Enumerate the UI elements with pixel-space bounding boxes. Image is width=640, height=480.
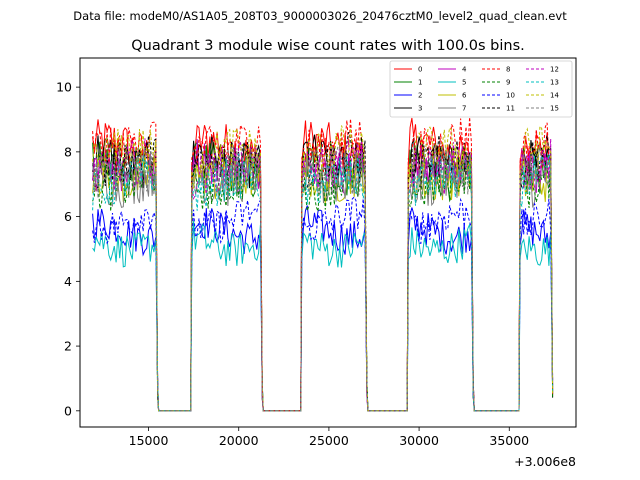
legend-label-5: 5 xyxy=(462,79,466,87)
x-offset-label: +3.006e8 xyxy=(514,454,576,469)
legend-label-12: 12 xyxy=(550,66,559,74)
x-tick-label: 35000 xyxy=(489,433,529,448)
legend-label-7: 7 xyxy=(462,105,466,113)
series-line-13 xyxy=(92,153,554,412)
legend-label-11: 11 xyxy=(506,105,515,113)
y-tick-label: 0 xyxy=(64,403,72,418)
legend-label-6: 6 xyxy=(462,92,467,100)
series-line-10 xyxy=(92,196,554,412)
legend-label-1: 1 xyxy=(418,79,422,87)
legend-label-15: 15 xyxy=(550,105,559,113)
x-tick-label: 15000 xyxy=(129,433,169,448)
legend-label-14: 14 xyxy=(550,92,559,100)
x-tick-label: 25000 xyxy=(309,433,349,448)
legend-label-2: 2 xyxy=(418,92,422,100)
y-tick-label: 10 xyxy=(56,80,72,95)
series-line-14 xyxy=(92,124,554,412)
y-tick-label: 6 xyxy=(64,209,72,224)
y-tick-label: 2 xyxy=(64,339,72,354)
legend-label-4: 4 xyxy=(462,66,467,74)
axes-ticks: 15000 20000 25000 30000 35000 0 2 4 6 8 10 xyxy=(56,80,529,448)
plot-frame xyxy=(79,57,577,428)
chart-suptitle: Data file: modeM0/AS1A05_208T03_90000030… xyxy=(73,9,567,23)
legend-box xyxy=(389,60,573,118)
series-line-12 xyxy=(92,138,554,412)
series-line-2 xyxy=(92,205,554,412)
chart-title: Quadrant 3 module wise count rates with … xyxy=(131,38,525,54)
series-line-7 xyxy=(92,151,554,412)
legend-label-13: 13 xyxy=(550,79,559,87)
series-line-5 xyxy=(92,220,554,412)
legend-label-8: 8 xyxy=(506,66,510,74)
legend-label-0: 0 xyxy=(418,66,422,74)
x-tick-label: 20000 xyxy=(219,433,259,448)
legend-label-3: 3 xyxy=(418,105,422,113)
legend-label-10: 10 xyxy=(506,92,515,100)
series-layer xyxy=(92,117,554,412)
series-line-15 xyxy=(92,145,554,412)
series-line-9 xyxy=(92,153,554,412)
y-tick-label: 8 xyxy=(64,144,72,159)
y-tick-label: 4 xyxy=(64,274,72,289)
x-tick-label: 30000 xyxy=(399,433,439,448)
legend-label-9: 9 xyxy=(506,79,510,87)
